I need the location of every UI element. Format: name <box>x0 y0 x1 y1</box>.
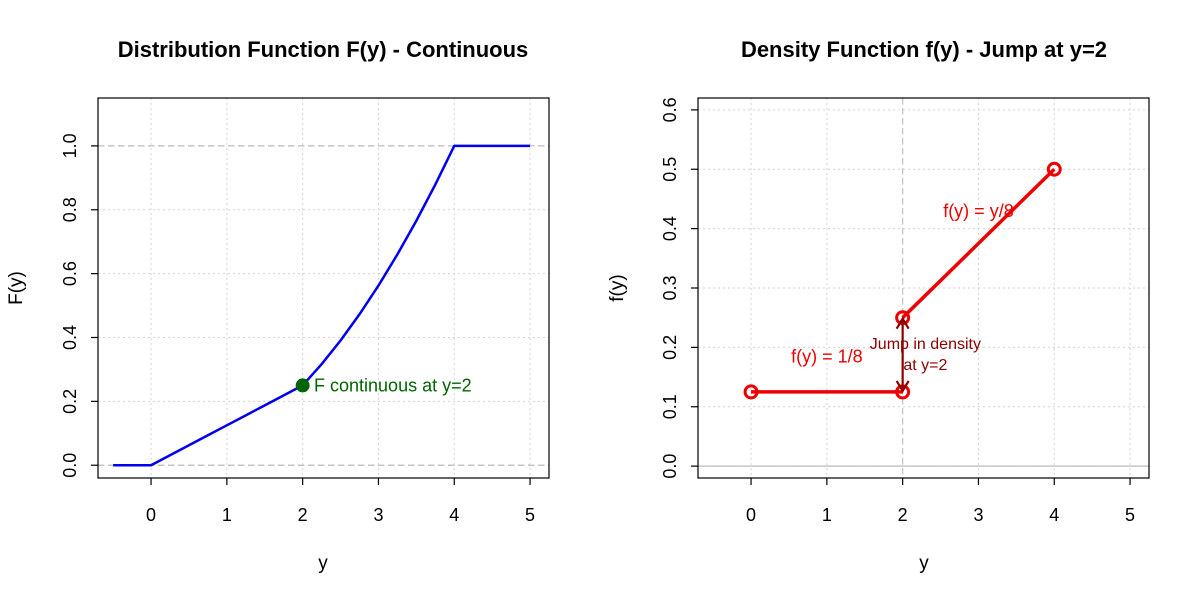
cdf-plot-frame <box>97 97 550 479</box>
cdf-panel: Distribution Function F(y) - Continuous … <box>6 37 550 574</box>
pdf-open-point-0 <box>743 384 759 400</box>
pdf-x-tick-label-2: 2 <box>898 505 908 525</box>
pdf-annotations: f(y) = 1/8 f(y) = y/8 Jump in density at y=… <box>791 201 1014 374</box>
cdf-point-0 <box>295 378 310 393</box>
pdf-y-tick-label-2: 0.2 <box>660 335 680 360</box>
cdf-annotations: F continuous at y=2 <box>314 375 472 395</box>
cdf-annotation-0: F continuous at y=2 <box>314 375 472 395</box>
cdf-y-tick-label-0: 0.0 <box>60 453 80 478</box>
cdf-series <box>113 144 531 467</box>
pdf-x-tick-label-1: 1 <box>822 505 832 525</box>
pdf-y-tick-label-6: 0.6 <box>660 97 680 122</box>
pdf-y-tick-label-1: 0.1 <box>660 394 680 419</box>
cdf-y-tick-label-4: 0.8 <box>60 197 80 222</box>
pdf-y-tick-label-0: 0.0 <box>660 454 680 479</box>
pdf-open-point-3 <box>1046 161 1062 177</box>
cdf-x-tick-label-5: 5 <box>525 505 535 525</box>
cdf-grid <box>98 98 549 478</box>
cdf-marks <box>295 378 310 393</box>
pdf-series <box>751 167 1056 394</box>
pdf-series-line-1 <box>901 167 1056 319</box>
cdf-title: Distribution Function F(y) - Continuous <box>118 37 529 62</box>
pdf-marks <box>743 161 1062 400</box>
cdf-x-tick-label-2: 2 <box>298 505 308 525</box>
cdf-y-tick-label-3: 0.6 <box>60 261 80 286</box>
pdf-x-tick-label-3: 3 <box>973 505 983 525</box>
pdf-annotation-1: f(y) = y/8 <box>943 201 1014 221</box>
cdf-x-ticks: 0 1 2 3 4 5 <box>146 478 535 525</box>
pdf-y-tick-label-5: 0.5 <box>660 157 680 182</box>
cdf-y-axis-label: F(y) <box>6 271 27 305</box>
cdf-y-tick-label-1: 0.2 <box>60 389 80 414</box>
cdf-series-line-0 <box>113 144 531 467</box>
pdf-x-tick-label-0: 0 <box>746 505 756 525</box>
cdf-reference-lines <box>98 145 549 466</box>
pdf-y-tick-label-3: 0.3 <box>660 275 680 300</box>
cdf-x-tick-label-4: 4 <box>449 505 459 525</box>
cdf-x-tick-label-0: 0 <box>146 505 156 525</box>
cdf-x-tick-label-1: 1 <box>222 505 232 525</box>
pdf-x-tick-label-4: 4 <box>1049 505 1059 525</box>
pdf-title: Density Function f(y) - Jump at y=2 <box>741 37 1107 62</box>
pdf-grid <box>698 98 1149 478</box>
pdf-annotation-3: at y=2 <box>903 357 947 374</box>
pdf-x-axis-label: y <box>919 553 929 574</box>
pdf-annotation-0: f(y) = 1/8 <box>791 346 863 366</box>
jump-arrow-head-top <box>895 316 910 330</box>
pdf-reference-lines <box>698 98 1149 478</box>
cdf-y-tick-label-2: 0.4 <box>60 325 80 350</box>
pdf-x-tick-label-5: 5 <box>1125 505 1135 525</box>
pdf-y-ticks: 0.0 0.1 0.2 0.3 0.4 0.5 0.6 <box>660 97 698 479</box>
cdf-x-tick-label-3: 3 <box>373 505 383 525</box>
cdf-y-tick-label-5: 1.0 <box>60 133 80 158</box>
pdf-y-axis-label: f(y) <box>607 274 628 301</box>
pdf-x-ticks: 0 1 2 3 4 5 <box>746 478 1135 525</box>
pdf-y-tick-label-4: 0.4 <box>660 216 680 241</box>
pdf-panel: Density Function f(y) - Jump at y=2 f(y)… <box>607 37 1150 574</box>
cdf-y-ticks: 0.0 0.2 0.4 0.6 0.8 1.0 <box>60 133 98 478</box>
cdf-x-axis-label: y <box>318 553 328 574</box>
pdf-annotation-2: Jump in density <box>870 336 981 353</box>
jump-arrow-head-bottom <box>895 380 910 394</box>
